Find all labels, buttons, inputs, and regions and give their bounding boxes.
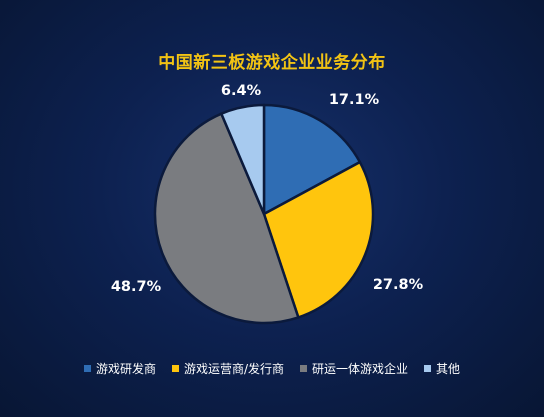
legend-item-operator: 游戏运营商/发行商 [171,360,285,377]
pie-data-label: 17.1% [329,92,380,108]
legend-item-other: 其他 [424,360,460,377]
chart-title: 中国新三板游戏企业业务分布 [158,53,386,73]
legend-item-developer: 游戏研发商 [83,360,156,377]
pie-slice-operator [262,160,375,319]
legend-label: 其他 [436,362,461,376]
pie-data-label: 6.4% [221,83,262,99]
chart-legend: 游戏研发商 游戏运营商/发行商 研运一体游戏企业 其他 [0,360,544,377]
legend-swatch [171,365,179,372]
legend-label: 游戏运营商/发行商 [183,362,285,376]
pie-data-label: 27.8% [373,277,424,293]
legend-swatch [83,365,91,372]
legend-label: 游戏研发商 [95,362,156,376]
pie-slice-other [220,103,266,216]
pie-slice-developer [262,103,362,216]
legend-swatch [424,365,432,372]
legend-item-integrated: 研运一体游戏企业 [300,360,408,377]
legend-swatch [300,365,308,372]
pie-slice-integrated [153,112,300,325]
pie-data-label: 48.7% [111,279,162,295]
legend-label: 研运一体游戏企业 [312,362,409,376]
